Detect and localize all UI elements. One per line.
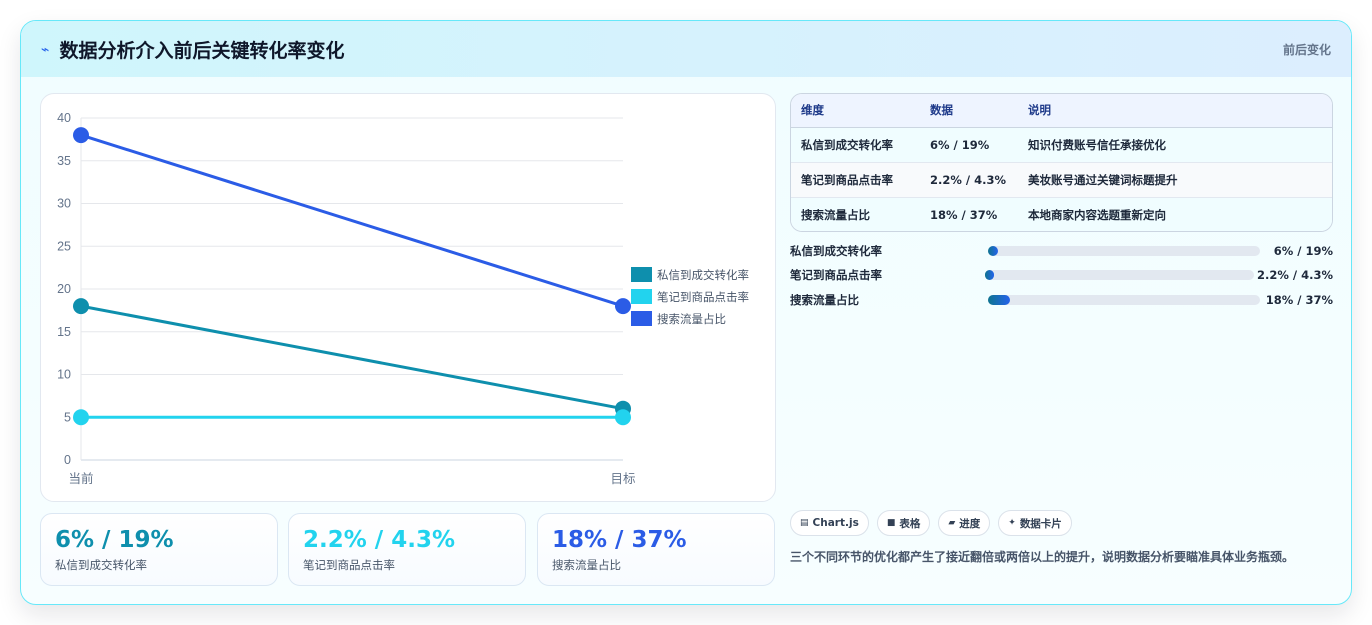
- progress-label: 笔记到商品点击率: [790, 268, 882, 282]
- tech-chips: ▤ Chart.js ■ 表格 ▰ 进度 ✦ 数据卡片: [790, 510, 1072, 536]
- header-title-group: ⌁ 数据分析介入前后关键转化率变化: [41, 36, 344, 63]
- table-row: 私信到成交转化率 6% / 19% 知识付费账号信任承接优化: [791, 127, 1332, 163]
- data-table: 维度 数据 说明 私信到成交转化率 6% / 19% 知识付费账号信任承接优化 …: [790, 93, 1333, 232]
- summary-note: 三个不同环节的优化都产生了接近翻倍或两倍以上的提升，说明数据分析要瞄准具体业务瓶…: [790, 550, 1295, 564]
- table-icon: ■: [886, 518, 896, 528]
- table-header-row: 维度 数据 说明: [791, 94, 1332, 128]
- y-tick-label: 40: [57, 111, 71, 125]
- table-cell: 搜索流量占比: [791, 197, 920, 231]
- progress-row-note-click: 笔记到商品点击率 2.2% / 4.3%: [790, 266, 1335, 284]
- legend-swatch: [631, 289, 652, 304]
- y-tick-label: 15: [57, 325, 71, 339]
- data-point: [73, 127, 89, 144]
- series-line: [80, 304, 624, 411]
- legend-swatch: [631, 267, 652, 282]
- table-cell: 美妆账号通过关键词标题提升: [1018, 162, 1332, 198]
- progress-track: [988, 295, 1260, 305]
- data-point: [615, 298, 631, 315]
- y-tick-label: 30: [57, 197, 71, 211]
- stat-card-search-traffic: 18% / 37% 搜索流量占比: [537, 513, 775, 586]
- header-tag: 前后变化: [1282, 42, 1331, 57]
- stat-label: 笔记到商品点击率: [303, 558, 395, 572]
- y-tick-label: 20: [57, 282, 71, 296]
- table-cell: 私信到成交转化率: [791, 127, 920, 163]
- line-chart-svg: 0 5 10 15 20 25 30 35 40 当前 目标 私信到成交转化率笔记到商品点击率搜索流量…: [57, 111, 749, 486]
- legend-label: 笔记到商品点击率: [657, 290, 749, 304]
- chip-label: 进度: [959, 517, 981, 530]
- chip-label: 数据卡片: [1019, 517, 1062, 530]
- sparkle-icon: ✦: [1008, 518, 1016, 528]
- page-title: 数据分析介入前后关键转化率变化: [59, 39, 345, 62]
- y-tick-label: 5: [64, 410, 71, 424]
- progress-fill: [985, 270, 995, 280]
- table-row: 搜索流量占比 18% / 37% 本地商家内容选题重新定向: [791, 197, 1332, 231]
- chart-icon: ▤: [800, 518, 809, 528]
- progress-fill: [988, 295, 1010, 305]
- series-line: [80, 133, 624, 308]
- progress-label: 私信到成交转化率: [790, 244, 882, 258]
- data-point: [73, 298, 89, 315]
- x-tick-label: 当前: [68, 471, 93, 486]
- chip-chartjs[interactable]: ▤ Chart.js: [790, 510, 869, 536]
- y-tick-label: 25: [57, 239, 71, 253]
- progress-icon: ▰: [948, 518, 956, 528]
- line-chart: 0 5 10 15 20 25 30 35 40 当前 目标 私信到成交转化率 笔记到商品点击率 搜索流量…: [40, 93, 776, 502]
- table-header-note: 说明: [1018, 94, 1332, 128]
- table-cell: 笔记到商品点击率: [791, 162, 920, 198]
- legend-label: 搜索流量占比: [657, 312, 726, 326]
- progress-value: 18% / 37%: [1265, 293, 1333, 307]
- data-table-grid: 维度 数据 说明 私信到成交转化率 6% / 19% 知识付费账号信任承接优化 …: [791, 94, 1332, 231]
- legend-label: 私信到成交转化率: [657, 268, 749, 282]
- stat-label: 搜索流量占比: [552, 558, 621, 572]
- progress-value: 2.2% / 4.3%: [1257, 268, 1333, 282]
- progress-track: [985, 270, 1254, 280]
- legend-swatch: [631, 311, 652, 326]
- y-tick-label: 10: [57, 368, 71, 382]
- progress-label: 搜索流量占比: [790, 293, 859, 307]
- table-cell: 知识付费账号信任承接优化: [1018, 127, 1332, 163]
- stat-value: 2.2% / 4.3%: [303, 527, 455, 553]
- table-row: 笔记到商品点击率 2.2% / 4.3% 美妆账号通过关键词标题提升: [791, 162, 1332, 198]
- table-header-data: 数据: [920, 94, 1018, 128]
- stat-card-dm-conversion: 6% / 19% 私信到成交转化率: [40, 513, 278, 586]
- stat-value: 6% / 19%: [55, 527, 174, 553]
- progress-fill: [988, 246, 998, 256]
- progress-track: [988, 246, 1260, 256]
- table-cell: 18% / 37%: [920, 197, 1018, 231]
- stat-card-note-click: 2.2% / 4.3% 笔记到商品点击率: [288, 513, 526, 586]
- y-tick-label: 35: [57, 154, 71, 168]
- stat-value: 18% / 37%: [552, 527, 687, 553]
- table-header-dimension: 维度: [791, 94, 920, 128]
- table-cell: 本地商家内容选题重新定向: [1018, 197, 1332, 231]
- data-point: [615, 409, 631, 426]
- progress-row-search-traffic: 搜索流量占比 18% / 37%: [790, 291, 1335, 309]
- data-point: [73, 409, 89, 426]
- dashboard-card: ⌁ 数据分析介入前后关键转化率变化 前后变化 0 5 10 15 20 25 30 35 40 当…: [20, 20, 1352, 605]
- card-header: ⌁ 数据分析介入前后关键转化率变化 前后变化: [21, 21, 1351, 77]
- chip-progress[interactable]: ▰ 进度: [938, 510, 991, 536]
- chip-table[interactable]: ■ 表格: [876, 510, 931, 536]
- chip-label: 表格: [899, 517, 921, 530]
- lightning-icon: ⌁: [41, 42, 50, 58]
- progress-value: 6% / 19%: [1273, 244, 1333, 258]
- y-tick-label: 0: [64, 453, 71, 467]
- progress-row-dm-conversion: 私信到成交转化率 6% / 19%: [790, 242, 1335, 260]
- table-cell: 2.2% / 4.3%: [920, 162, 1018, 198]
- chip-label: Chart.js: [812, 517, 859, 529]
- x-tick-label: 目标: [610, 472, 635, 486]
- table-cell: 6% / 19%: [920, 127, 1018, 163]
- stat-label: 私信到成交转化率: [55, 558, 147, 572]
- chip-data-card[interactable]: ✦ 数据卡片: [998, 510, 1072, 536]
